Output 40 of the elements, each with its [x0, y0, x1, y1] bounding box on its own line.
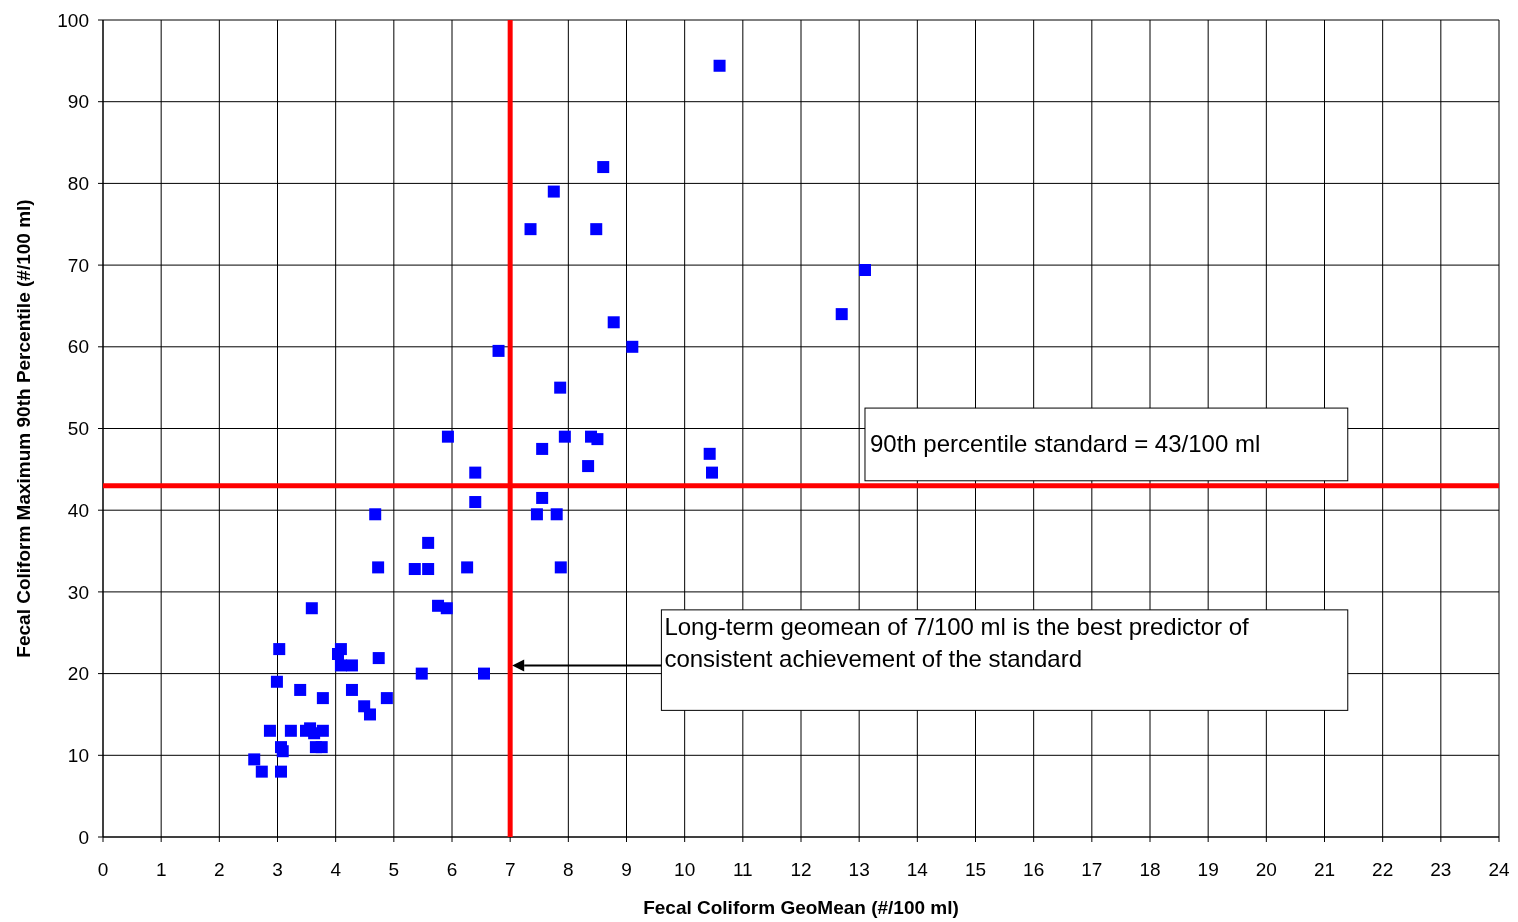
x-tick-label: 6 — [446, 859, 458, 880]
x-tick-label: 8 — [563, 859, 574, 880]
x-tick-label: 11 — [732, 859, 753, 880]
x-tick-label: 2 — [214, 859, 225, 880]
ref-line-label: 90th percentile standard = 43/100 ml — [869, 429, 1261, 457]
x-axis-title: Fecal Coliform GeoMean (#/100 ml) — [643, 897, 959, 918]
x-tick-label: 9 — [621, 859, 632, 880]
y-tick-label: 90 — [67, 91, 89, 113]
y-tick-label: 80 — [67, 173, 89, 195]
x-tick-label: 19 — [1197, 859, 1219, 880]
y-tick-label: 70 — [67, 254, 89, 276]
y-tick-label: 30 — [67, 581, 89, 603]
x-tick-label: 14 — [906, 859, 929, 880]
x-tick-label: 12 — [790, 859, 812, 880]
x-tick-label: 0 — [97, 859, 109, 880]
x-tick-label: 22 — [1372, 859, 1394, 880]
x-tick-label: 20 — [1255, 859, 1277, 880]
x-tick-label: 21 — [1313, 859, 1336, 880]
x-tick-label: 10 — [674, 859, 696, 880]
y-tick-label: 20 — [67, 663, 89, 685]
x-tick-label: 4 — [330, 859, 342, 880]
x-tick-label: 3 — [272, 859, 283, 880]
x-tick-label: 18 — [1139, 859, 1161, 880]
x-tick-label: 17 — [1081, 859, 1103, 880]
x-tick-label: 23 — [1430, 859, 1452, 880]
y-axis-title: Fecal Coliform Maximum 90th Percentile (#/100 ml) — [13, 199, 34, 658]
y-tick-label: 10 — [67, 744, 89, 766]
y-tick-label: 60 — [67, 336, 89, 358]
x-tick-label: 16 — [1023, 859, 1045, 880]
y-tick-label: 50 — [67, 418, 89, 440]
x-tick-label: 24 — [1488, 859, 1510, 880]
annotation: Long-term geomean of 7/100 ml is the best predictor of consistent achievement of the standard — [664, 611, 1250, 674]
y-tick-label: 40 — [67, 499, 89, 521]
x-tick-label: 1 — [155, 859, 167, 880]
x-tick-label: 7 — [504, 859, 516, 880]
y-tick-label: 0 — [78, 826, 89, 848]
x-tick-label: 15 — [964, 859, 987, 880]
x-tick-label: 13 — [848, 859, 870, 880]
y-tick-label: 100 — [57, 9, 89, 31]
x-tick-label: 5 — [388, 859, 400, 880]
